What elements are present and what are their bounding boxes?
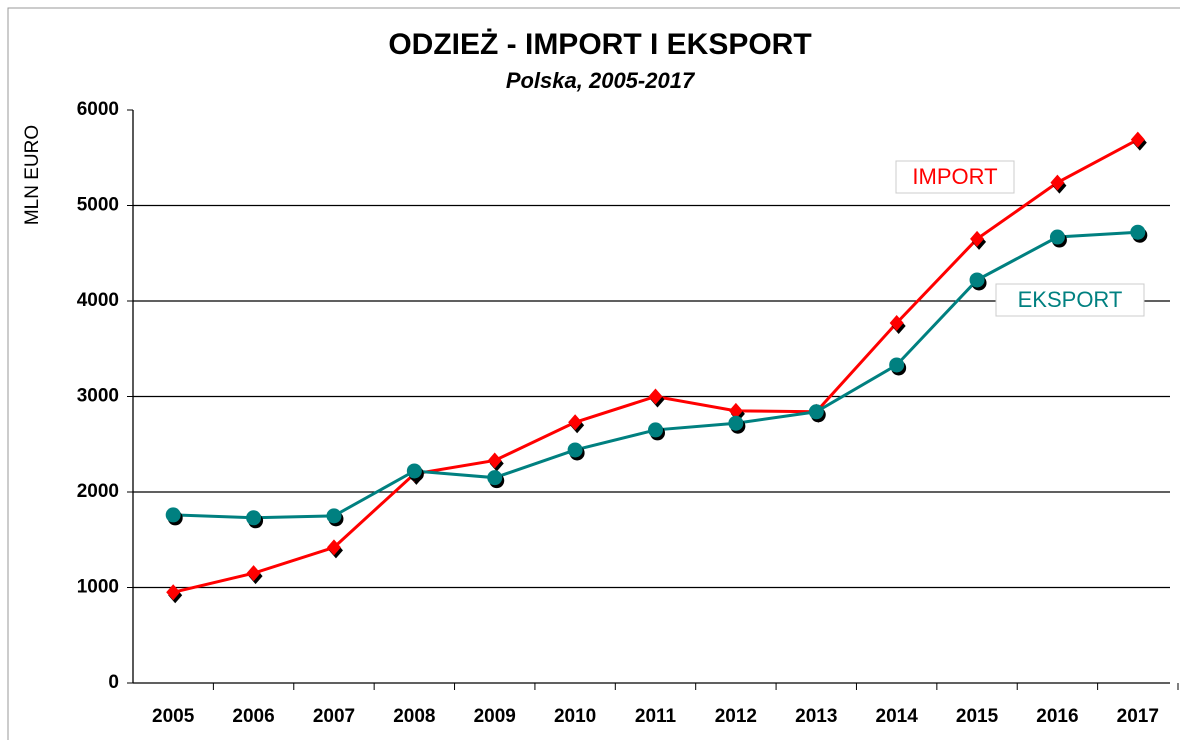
x-tick-label: 2010 [554,706,596,727]
point [889,357,905,373]
series-label: EKSPORT [1018,287,1123,312]
point [568,414,583,431]
point [1050,174,1065,191]
series-line [172,138,1139,594]
point [648,388,663,405]
point [326,508,342,524]
x-tick-label: 2006 [232,706,274,727]
point [166,584,181,601]
chart-subtitle: Polska, 2005-2017 [506,68,696,93]
point [970,230,985,247]
point [1130,224,1146,240]
point [487,470,503,486]
point [406,463,422,479]
y-axis-label: MLN EURO [22,125,43,225]
x-tick-label: 2017 [1117,706,1159,727]
y-tick-label: 6000 [77,99,119,120]
point [808,404,824,420]
point [728,402,743,419]
x-tick-label: 2013 [795,706,837,727]
x-tick-label: 2012 [715,706,757,727]
y-tick-label: 5000 [77,195,119,216]
point [1130,131,1145,148]
x-tick-label: 2011 [635,706,677,727]
point [969,272,985,288]
point [567,442,583,458]
point [326,539,341,556]
frame [7,7,1180,740]
point [246,510,262,526]
y-tick-label: 3000 [77,386,119,407]
point [648,422,663,438]
y-tick-label: 1000 [77,577,119,598]
series-label: IMPORT [912,164,997,189]
x-tick-label: 2007 [313,706,355,727]
x-tick-label: 2016 [1036,706,1078,727]
y-tick-label: 2000 [77,481,119,502]
point [889,314,904,331]
x-tick-label: 2015 [956,706,999,727]
x-tick-label: 2014 [876,706,919,727]
x-tick-label: 2009 [474,706,516,727]
point [1049,229,1065,245]
y-tick-label: 4000 [77,290,119,311]
x-tick-label: 2005 [152,706,195,727]
y-tick-label: 0 [108,672,119,693]
label-box [995,283,1145,317]
point [165,507,181,523]
point [728,415,744,431]
label-box [895,160,1015,194]
series-line [173,230,1138,520]
chart-title: ODZIEŻ - IMPORT I EKSPORT [388,28,811,61]
point [487,452,502,469]
x-tick-label: 2008 [393,706,435,727]
point [246,565,261,582]
